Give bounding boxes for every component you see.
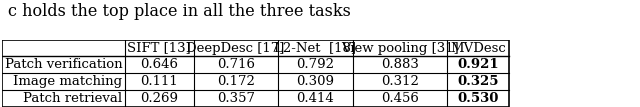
Text: 0.716: 0.716 [216,58,255,71]
Text: Image matching: Image matching [13,75,122,88]
Text: MVDesc: MVDesc [450,42,506,54]
Text: 0.921: 0.921 [457,58,499,71]
Text: Patch verification: Patch verification [4,58,122,71]
Text: 0.309: 0.309 [296,75,334,88]
Text: 0.172: 0.172 [217,75,255,88]
Text: 0.456: 0.456 [381,92,419,105]
Text: 0.357: 0.357 [216,92,255,105]
Text: 0.325: 0.325 [457,75,499,88]
Text: 0.792: 0.792 [296,58,334,71]
Text: 0.530: 0.530 [457,92,499,105]
Text: 0.414: 0.414 [296,92,334,105]
Text: 0.312: 0.312 [381,75,419,88]
Text: 0.883: 0.883 [381,58,419,71]
Text: 0.269: 0.269 [140,92,178,105]
Bar [2,40,509,107]
Text: 0.646: 0.646 [140,58,178,71]
Text: SIFT [13]: SIFT [13] [127,42,191,54]
Text: DeepDesc [17]: DeepDesc [17] [186,42,285,54]
Text: View pooling [31]: View pooling [31] [341,42,459,54]
Text: c holds the top place in all the three tasks: c holds the top place in all the three t… [8,3,351,20]
Text: 0.111: 0.111 [140,75,178,88]
Text: L2-Net  [18]: L2-Net [18] [274,42,356,54]
Text: Patch retrieval: Patch retrieval [23,92,122,105]
